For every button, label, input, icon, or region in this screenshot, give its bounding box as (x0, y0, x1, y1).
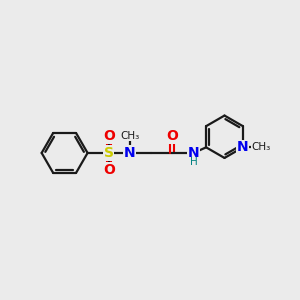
Text: H: H (190, 158, 197, 167)
Text: N: N (124, 146, 136, 160)
Text: O: O (167, 129, 178, 143)
Text: CH₃: CH₃ (120, 131, 140, 141)
Text: S: S (104, 146, 114, 160)
Text: O: O (103, 163, 115, 177)
Text: N: N (237, 140, 249, 154)
Text: O: O (103, 129, 115, 143)
Text: N: N (188, 146, 200, 160)
Text: CH₃: CH₃ (251, 142, 271, 152)
